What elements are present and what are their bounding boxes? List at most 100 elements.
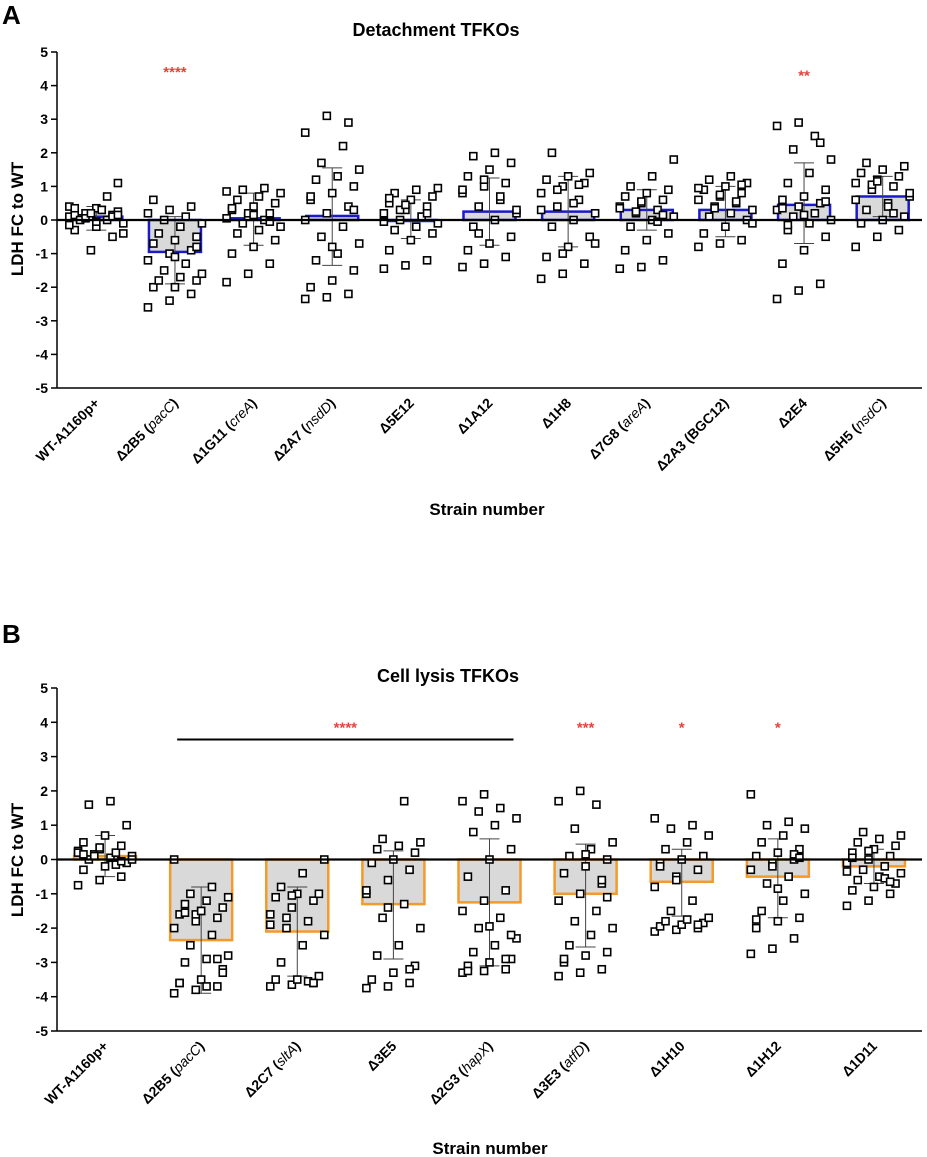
- cell-lysis-data-point: [106, 853, 115, 863]
- cell-lysis-data-point: [276, 882, 286, 892]
- detachment-data-point: [778, 195, 787, 205]
- detachment-data-point: [474, 202, 484, 211]
- detachment-data-point: [81, 214, 90, 223]
- x-tick-text: Δ1H8: [538, 395, 575, 432]
- cell-lysis-x-tick-label: Δ3E5: [363, 1038, 399, 1074]
- cell-lysis-x-tick-label: Δ1D11: [839, 1038, 881, 1080]
- detachment-data-point: [70, 203, 80, 213]
- cell-lysis-data-point: [608, 838, 617, 847]
- cell-lysis-data-point: [757, 838, 766, 847]
- detachment-data-point: [783, 220, 793, 230]
- cell-lysis-significance-marker: *: [775, 719, 781, 736]
- detachment-data-point: [664, 229, 673, 238]
- cell-lysis-data-point: [196, 975, 206, 984]
- cell-lysis-data-point: [655, 862, 665, 871]
- detachment-data-point: [783, 178, 793, 188]
- cell-lysis-data-point: [768, 862, 777, 871]
- detachment-data-point: [669, 155, 679, 164]
- detachment-data-point: [821, 185, 830, 195]
- detachment-data-point: [569, 198, 578, 208]
- cell-lysis-y-tick-label: 0: [40, 852, 48, 868]
- cell-lysis-data-point: [506, 844, 516, 854]
- cell-lysis-data-point: [592, 800, 601, 809]
- cell-lysis-data-point: [169, 988, 179, 998]
- detachment-x-tick-label: Δ5H5 (nsdC): [820, 395, 889, 464]
- detachment-data-point: [590, 208, 600, 218]
- detachment-data-point: [626, 182, 635, 191]
- detachment-data-point: [322, 208, 332, 218]
- detachment-data-point: [647, 172, 657, 181]
- cell-lysis-data-point: [581, 951, 590, 960]
- detachment-chart-title: Detachment TFKOs: [352, 20, 519, 40]
- cell-lysis-data-point: [73, 880, 83, 890]
- cell-lysis-x-tick-label: WT-A1160p+: [41, 1038, 111, 1108]
- detachment-data-point: [878, 165, 887, 174]
- detachment-data-point: [726, 208, 736, 218]
- detachment-data-point: [192, 242, 201, 252]
- detachment-data-point: [422, 208, 432, 218]
- cell-lysis-data-point: [682, 915, 692, 924]
- detachment-data-point: [227, 203, 237, 213]
- cell-lysis-data-point: [869, 882, 879, 892]
- panel-label-b: B: [2, 619, 21, 649]
- x-tick-text: Δ2E4: [774, 395, 810, 431]
- detachment-data-point: [243, 269, 253, 279]
- cell-lysis-data-point: [309, 978, 318, 988]
- detachment-y-axis-title: LDH FC to WT: [8, 161, 27, 276]
- cell-lysis-data-point: [784, 872, 793, 881]
- detachment-x-tick-label: Δ2B5 (pacC): [112, 395, 181, 464]
- cell-lysis-data-point: [512, 814, 521, 823]
- detachment-data-point: [154, 276, 164, 285]
- x-tick-text: WT-A1160p+: [41, 1038, 111, 1108]
- detachment-data-point: [694, 195, 703, 205]
- cell-lysis-data-point: [314, 971, 324, 981]
- detachment-data-point: [889, 208, 898, 218]
- cell-lysis-data-point: [100, 831, 110, 840]
- cell-lysis-data-point: [383, 875, 393, 885]
- detachment-data-point: [553, 185, 562, 195]
- cell-lysis-data-point: [650, 882, 660, 892]
- cell-lysis-data-point: [842, 867, 852, 876]
- detachment-data-point: [495, 192, 505, 201]
- cell-lysis-data-point: [586, 844, 596, 854]
- cell-lysis-x-tick-label: Δ1H10: [646, 1038, 688, 1080]
- detachment-data-point: [390, 188, 399, 198]
- detachment-y-tick-label: -5: [36, 380, 49, 396]
- detachment-data-point: [694, 242, 703, 252]
- cell-lysis-data-point: [490, 820, 500, 830]
- cell-lysis-data-point: [100, 862, 110, 871]
- cell-lysis-data-point: [298, 940, 307, 950]
- detachment-data-point: [772, 121, 782, 131]
- cell-lysis-y-axis-title: LDH FC to WT: [8, 802, 27, 917]
- cell-lysis-data-point: [485, 922, 494, 931]
- cell-lysis-data-point: [309, 896, 318, 905]
- cell-lysis-data-point: [202, 896, 211, 905]
- cell-lysis-data-point: [223, 892, 233, 902]
- cell-lysis-data-point: [554, 796, 563, 806]
- cell-lysis-data-point: [864, 846, 873, 856]
- cell-lysis-data-point: [303, 916, 313, 926]
- detachment-x-tick-label: Δ5E12: [375, 395, 417, 437]
- cell-lysis-y-tick-label: -4: [36, 989, 49, 1005]
- cell-lysis-data-point: [768, 944, 777, 953]
- detachment-data-point: [344, 118, 353, 127]
- detachment-data-point: [615, 264, 625, 274]
- cell-lysis-data-point: [416, 923, 425, 933]
- cell-lysis-data-point: [287, 980, 297, 989]
- cell-lysis-data-point: [271, 975, 280, 984]
- cell-lysis-data-point: [795, 844, 804, 854]
- detachment-data-point: [778, 259, 787, 268]
- detachment-data-point: [794, 202, 803, 211]
- cell-lysis-data-point: [265, 910, 275, 919]
- detachment-data-point: [197, 269, 207, 279]
- x-tick-text: Δ3E5: [363, 1038, 399, 1074]
- detachment-data-point: [490, 148, 500, 158]
- detachment-data-point: [317, 158, 326, 168]
- detachment-data-point: [463, 245, 473, 255]
- detachment-data-point: [276, 188, 285, 198]
- detachment-data-point: [626, 222, 635, 232]
- cell-lysis-data-point: [378, 834, 387, 844]
- cell-lysis-y-tick-label: -1: [36, 886, 49, 902]
- cell-lysis-data-point: [292, 975, 302, 984]
